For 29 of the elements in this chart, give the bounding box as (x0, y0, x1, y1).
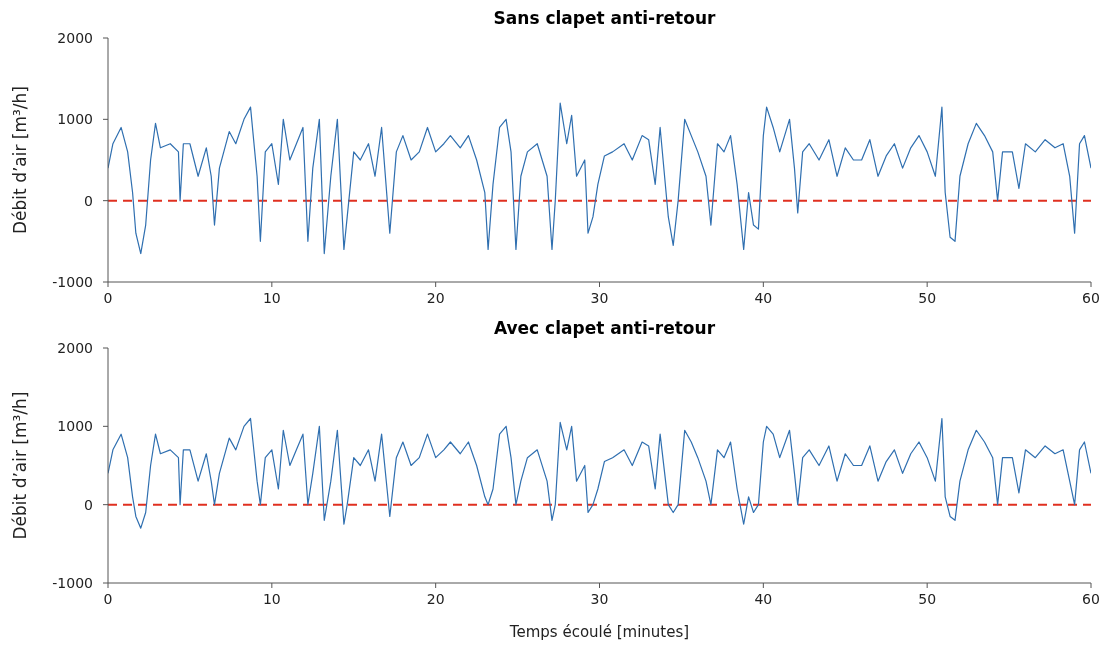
y-tick-label: 0 (84, 496, 93, 513)
y-tick-label: 0 (84, 192, 93, 209)
x-tick-label: 20 (426, 289, 445, 306)
y-tick-label: 2000 (57, 339, 93, 356)
y-tick-label: -1000 (52, 273, 93, 290)
chart-title: Avec clapet anti-retour (493, 318, 716, 338)
x-tick-label: 30 (590, 289, 609, 306)
line-series (108, 102, 1091, 255)
x-tick-label: 20 (426, 590, 445, 607)
x-tick-label: 50 (918, 289, 937, 306)
x-tick-label: 40 (754, 289, 773, 306)
x-axis-title: Temps écoulé [minutes] (508, 623, 690, 641)
y-axis-title: Débit d’air [m³/h] (10, 391, 31, 540)
x-tick-label: 60 (1082, 289, 1100, 306)
x-tick-label: 0 (103, 289, 113, 306)
chart-title: Sans clapet anti-retour (493, 8, 716, 28)
y-tick-label: 1000 (57, 111, 93, 128)
y-axis-title: Débit d’air [m³/h] (10, 85, 31, 235)
x-tick-label: 10 (262, 289, 281, 306)
x-tick-label: 50 (918, 590, 937, 607)
x-tick-label: 10 (262, 590, 281, 607)
x-tick-label: 40 (754, 590, 773, 607)
y-tick-label: 1000 (57, 418, 93, 435)
y-tick-label: -1000 (52, 574, 93, 591)
x-tick-label: 0 (103, 590, 113, 607)
x-tick-label: 60 (1082, 590, 1100, 607)
y-tick-label: 2000 (57, 29, 93, 46)
x-tick-label: 30 (590, 590, 609, 607)
line-series (108, 417, 1091, 529)
